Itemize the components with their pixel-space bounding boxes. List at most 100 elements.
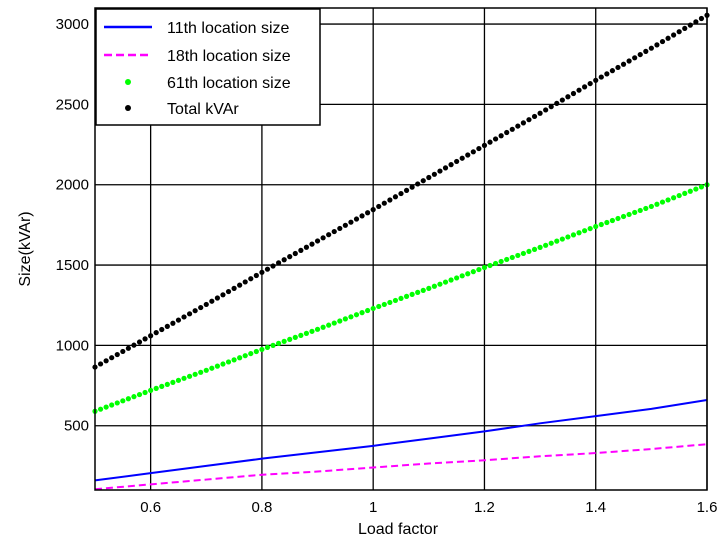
data-point <box>609 68 616 74</box>
data-point <box>331 320 337 326</box>
data-point <box>570 232 577 238</box>
data-point <box>565 234 571 240</box>
data-point <box>125 396 131 402</box>
data-point <box>415 181 421 187</box>
data-point <box>504 129 510 136</box>
data-point <box>559 97 565 103</box>
data-point <box>654 42 660 48</box>
data-point <box>587 80 593 87</box>
x-tick-label: 1.6 <box>697 499 718 516</box>
grid <box>95 8 708 490</box>
data-point <box>426 174 432 181</box>
data-point <box>671 32 677 38</box>
data-point <box>370 305 376 312</box>
data-point <box>698 15 705 22</box>
data-point <box>248 350 254 357</box>
data-point <box>609 217 616 224</box>
series-layer <box>92 12 710 491</box>
data-point <box>442 279 449 285</box>
data-point <box>231 285 237 291</box>
data-point <box>253 272 259 279</box>
data-point <box>593 77 599 83</box>
data-point <box>220 361 226 367</box>
data-point <box>287 254 293 260</box>
data-point <box>164 381 170 387</box>
data-point <box>136 339 143 345</box>
data-point <box>175 317 182 323</box>
data-point <box>465 152 471 158</box>
series-61th-location-size <box>92 182 710 414</box>
data-point <box>537 244 543 250</box>
data-point <box>365 307 371 314</box>
data-point <box>209 365 215 371</box>
data-point <box>120 348 126 355</box>
data-point <box>220 292 226 298</box>
data-point <box>214 363 220 369</box>
data-point <box>264 344 271 351</box>
data-point <box>281 338 287 344</box>
data-point <box>648 45 654 51</box>
data-point <box>632 55 638 61</box>
data-point <box>209 298 215 304</box>
data-point <box>598 74 604 80</box>
data-point <box>376 203 382 210</box>
plot-frame <box>94 7 708 491</box>
data-point <box>303 330 310 336</box>
data-point <box>543 242 549 248</box>
data-point <box>114 400 120 406</box>
data-point <box>326 322 332 328</box>
data-point <box>186 373 193 379</box>
data-point <box>415 289 421 295</box>
data-point <box>120 398 126 404</box>
data-point <box>531 113 538 120</box>
data-point <box>292 334 298 340</box>
data-point <box>398 190 404 197</box>
data-point <box>403 293 410 299</box>
data-point <box>437 168 443 174</box>
data-point <box>448 277 454 283</box>
data-point <box>359 310 365 316</box>
data-point <box>420 287 426 293</box>
data-point <box>281 257 287 263</box>
data-point <box>142 336 148 342</box>
data-point <box>565 94 571 100</box>
data-point <box>543 107 549 113</box>
data-point <box>225 288 232 295</box>
data-point <box>598 221 604 228</box>
data-point <box>242 353 248 359</box>
data-point <box>159 383 165 389</box>
data-point <box>203 301 209 308</box>
data-point <box>637 207 643 214</box>
data-point <box>337 225 343 232</box>
data-point <box>454 275 460 281</box>
data-point <box>665 197 671 203</box>
y-tick-label: 1000 <box>56 337 89 354</box>
legend-swatch-61th <box>125 79 131 85</box>
data-point <box>270 263 276 269</box>
data-point <box>632 209 638 216</box>
data-point <box>487 262 493 269</box>
data-point <box>170 379 176 385</box>
data-point <box>97 406 104 412</box>
data-point <box>492 260 499 267</box>
data-point <box>431 283 437 289</box>
data-point <box>276 340 282 346</box>
data-point <box>409 291 415 297</box>
data-point <box>192 371 198 377</box>
legend-label-61th: 61th location size <box>167 75 291 92</box>
data-point <box>582 228 588 234</box>
data-point <box>520 120 527 126</box>
data-point <box>376 303 382 310</box>
series-line-18th-location-size <box>94 443 708 491</box>
data-point <box>103 404 109 410</box>
data-point <box>320 324 326 330</box>
data-point <box>659 38 666 45</box>
data-point <box>454 158 460 165</box>
data-point <box>131 342 137 348</box>
data-point <box>643 48 649 54</box>
data-point <box>520 250 527 257</box>
data-point <box>337 318 343 324</box>
data-point <box>314 326 321 332</box>
data-point <box>654 201 660 207</box>
data-point <box>153 330 159 336</box>
